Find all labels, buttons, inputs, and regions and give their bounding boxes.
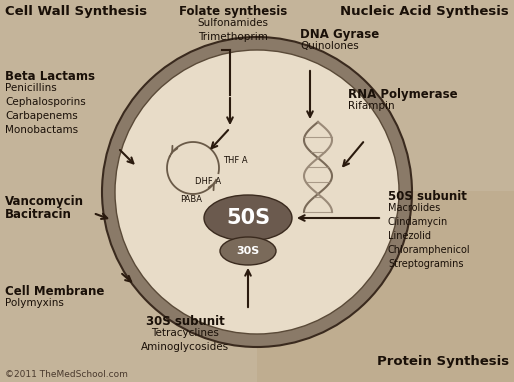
FancyBboxPatch shape bbox=[257, 191, 514, 382]
Text: Tetracyclines
Aminoglycosides: Tetracyclines Aminoglycosides bbox=[141, 328, 229, 352]
Text: PABA: PABA bbox=[180, 195, 202, 204]
Text: Cell Membrane: Cell Membrane bbox=[5, 285, 104, 298]
Ellipse shape bbox=[115, 50, 399, 334]
Text: Beta Lactams: Beta Lactams bbox=[5, 70, 95, 83]
Text: Protein Synthesis: Protein Synthesis bbox=[377, 355, 509, 368]
Text: 50S: 50S bbox=[226, 208, 270, 228]
Ellipse shape bbox=[204, 195, 292, 241]
Text: Macrolides
Clindamycin
Linezolid
Chloramphenicol
Streptogramins: Macrolides Clindamycin Linezolid Chloram… bbox=[388, 203, 471, 269]
Text: Cell Wall Synthesis: Cell Wall Synthesis bbox=[5, 5, 147, 18]
Ellipse shape bbox=[220, 237, 276, 265]
Ellipse shape bbox=[102, 37, 412, 347]
Text: THF A: THF A bbox=[223, 156, 248, 165]
Text: Penicillins
Cephalosporins
Carbapenems
Monobactams: Penicillins Cephalosporins Carbapenems M… bbox=[5, 83, 86, 135]
Text: Quinolones: Quinolones bbox=[300, 41, 359, 51]
Text: ©2011 TheMedSchool.com: ©2011 TheMedSchool.com bbox=[5, 370, 128, 379]
Text: Polymyxins: Polymyxins bbox=[5, 298, 64, 308]
Text: Vancomycin: Vancomycin bbox=[5, 195, 84, 208]
Text: Sulfonamides
Trimethoprim: Sulfonamides Trimethoprim bbox=[197, 18, 268, 42]
Text: Nucleic Acid Synthesis: Nucleic Acid Synthesis bbox=[340, 5, 509, 18]
Text: Rifampin: Rifampin bbox=[348, 101, 395, 111]
Text: Folate synthesis: Folate synthesis bbox=[179, 5, 287, 18]
Text: 30S: 30S bbox=[236, 246, 260, 256]
Text: Bacitracin: Bacitracin bbox=[5, 208, 72, 221]
Text: DNA Gyrase: DNA Gyrase bbox=[300, 28, 379, 41]
Text: 30S subunit: 30S subunit bbox=[145, 315, 225, 328]
Text: 50S subunit: 50S subunit bbox=[388, 190, 467, 203]
Text: DHF A: DHF A bbox=[195, 176, 221, 186]
Text: RNA Polymerase: RNA Polymerase bbox=[348, 88, 457, 101]
